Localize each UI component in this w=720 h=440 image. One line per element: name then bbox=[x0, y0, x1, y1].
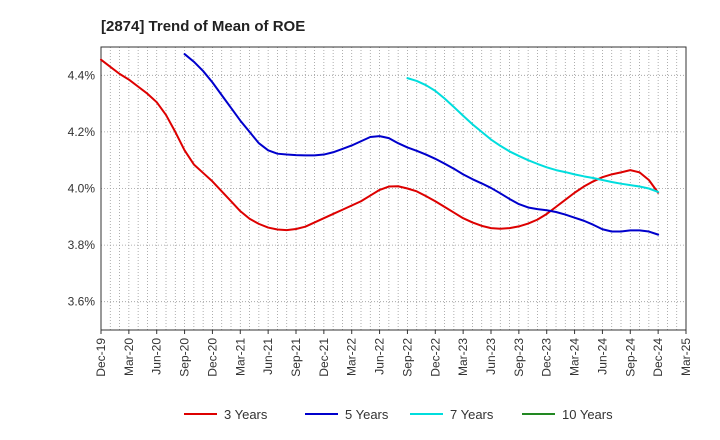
x-tick-label: Mar-22 bbox=[345, 338, 359, 376]
x-tick-label: Mar-20 bbox=[122, 338, 136, 376]
y-axis-ticks: 3.6% 3.8% 4.0% 4.2% 4.4% bbox=[68, 68, 96, 308]
x-tick-label: Jun-21 bbox=[261, 338, 275, 375]
x-tick-label: Mar-25 bbox=[679, 338, 693, 376]
x-tick-label: Jun-22 bbox=[373, 338, 387, 375]
x-tick-label: Mar-21 bbox=[233, 338, 247, 376]
plot-background bbox=[101, 47, 686, 330]
x-tick-label: Dec-22 bbox=[428, 338, 442, 377]
x-tick-label: Dec-20 bbox=[205, 338, 219, 377]
series-line-7-years bbox=[406, 77, 660, 193]
x-tick-label: Mar-23 bbox=[456, 338, 470, 376]
x-tick-label: Dec-21 bbox=[317, 338, 331, 377]
x-tick-label: Sep-24 bbox=[623, 338, 637, 377]
y-tick-label: 3.6% bbox=[68, 295, 96, 309]
x-tick-label: Dec-24 bbox=[651, 338, 665, 377]
x-axis-ticks: Dec-19 Mar-20 Jun-20 Sep-20 Dec-20 Mar-21 Jun-… bbox=[94, 330, 693, 377]
y-tick-label: 4.4% bbox=[68, 68, 96, 82]
x-tick-label: Jun-24 bbox=[595, 338, 609, 375]
x-tick-label: Sep-20 bbox=[178, 338, 192, 377]
series-lines bbox=[100, 53, 660, 236]
plot-area bbox=[100, 46, 687, 331]
x-tick-label: Sep-22 bbox=[400, 338, 414, 377]
legend-label: 5 Years bbox=[345, 407, 389, 422]
y-tick-label: 3.8% bbox=[68, 238, 96, 252]
series-line-5-years bbox=[183, 53, 660, 236]
plot-frame bbox=[100, 46, 687, 331]
series-line-3-years bbox=[100, 58, 660, 232]
x-tick-label: Dec-23 bbox=[540, 338, 554, 377]
legend-label: 10 Years bbox=[562, 407, 613, 422]
legend-label: 3 Years bbox=[224, 407, 268, 422]
legend-label: 7 Years bbox=[450, 407, 494, 422]
x-tick-label: Sep-23 bbox=[512, 338, 526, 377]
x-tick-label: Dec-19 bbox=[94, 338, 108, 377]
chart-title: [2874] Trend of Mean of ROE bbox=[101, 18, 305, 35]
y-tick-label: 4.0% bbox=[68, 182, 96, 196]
x-tick-label: Jun-23 bbox=[484, 338, 498, 375]
x-tick-label: Sep-21 bbox=[289, 338, 303, 377]
legend: 3 Years 5 Years 7 Years 10 Years bbox=[184, 407, 613, 422]
x-tick-label: Jun-20 bbox=[150, 338, 164, 375]
x-tick-label: Mar-24 bbox=[568, 338, 582, 376]
y-tick-label: 4.2% bbox=[68, 125, 96, 139]
